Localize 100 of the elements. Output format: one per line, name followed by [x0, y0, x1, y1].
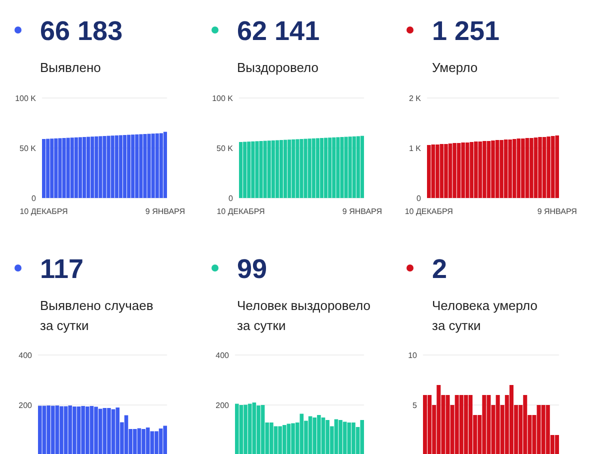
bar — [448, 144, 452, 198]
bar — [512, 139, 516, 198]
y-tick-label: 400 — [216, 351, 230, 360]
bar — [347, 422, 352, 454]
bar — [50, 406, 55, 454]
bar — [135, 134, 139, 198]
bar — [340, 137, 344, 198]
bar — [300, 414, 304, 454]
y-tick-label: 2 K — [408, 94, 422, 103]
bar — [555, 135, 559, 198]
bar — [111, 409, 116, 454]
y-tick-label: 1 K — [408, 144, 422, 153]
bar — [158, 428, 163, 454]
bar — [131, 134, 135, 198]
bar — [106, 136, 110, 198]
bar — [525, 138, 530, 198]
bar — [46, 138, 50, 198]
bar — [155, 133, 159, 198]
bar — [267, 140, 271, 198]
bar — [127, 134, 131, 198]
bar — [90, 406, 94, 454]
bar — [500, 140, 504, 198]
bar — [163, 132, 167, 198]
bar — [42, 139, 46, 198]
y-tick-label: 200 — [216, 401, 230, 410]
bar — [352, 136, 356, 198]
chart-title: 117 — [40, 254, 84, 284]
bar — [308, 416, 312, 454]
chart-title: 99 — [237, 254, 268, 284]
bar — [248, 404, 252, 454]
chart-subtitle: Умерло — [432, 60, 478, 75]
bar — [274, 426, 278, 454]
bar — [360, 136, 364, 198]
bar — [440, 144, 444, 198]
y-tick-label: 200 — [18, 401, 33, 410]
bar — [90, 136, 94, 198]
bar — [78, 137, 82, 198]
bar — [546, 136, 550, 198]
bar — [320, 138, 324, 198]
bar — [142, 429, 146, 454]
bar — [550, 136, 555, 198]
bar — [491, 140, 495, 198]
bar — [292, 139, 296, 198]
bar — [60, 406, 64, 454]
bar — [163, 426, 167, 454]
bar — [452, 143, 456, 198]
y-tick-label: 100 K — [15, 94, 37, 103]
bar — [521, 138, 525, 198]
chart-subtitle: Выявлено — [40, 60, 101, 75]
bar — [68, 406, 72, 454]
bar — [316, 138, 320, 198]
bar — [444, 144, 448, 198]
x-tick-label: 9 ЯНВАРЯ — [342, 207, 382, 216]
x-tick-label: 10 ДЕКАБРЯ — [216, 207, 266, 216]
bar — [542, 137, 546, 198]
bar — [328, 138, 332, 198]
bar — [247, 142, 251, 198]
bar — [360, 420, 364, 454]
bar — [356, 136, 360, 198]
bar — [516, 138, 521, 198]
bar — [286, 424, 291, 454]
x-tick-label: 10 ДЕКАБРЯ — [20, 207, 68, 216]
bar — [279, 140, 284, 198]
bar — [482, 141, 486, 198]
chart-subtitle: Человек выздоровело за сутки — [237, 298, 370, 333]
bar — [243, 142, 247, 198]
x-tick-label: 9 ЯНВАРЯ — [537, 207, 578, 216]
x-tick-label: 9 ЯНВАРЯ — [145, 207, 186, 216]
bar — [334, 419, 338, 454]
bar — [137, 428, 142, 454]
bar — [150, 431, 154, 454]
chart-title: 62 141 — [237, 16, 320, 46]
y-tick-label: 100 K — [212, 94, 234, 103]
bar — [256, 406, 260, 454]
bar — [312, 418, 317, 454]
bar — [76, 406, 81, 454]
bar — [348, 136, 352, 198]
bar — [259, 141, 263, 198]
bar — [38, 406, 42, 454]
y-tick-label: 5 — [412, 401, 418, 410]
bar — [54, 138, 58, 198]
bar — [110, 136, 114, 198]
bar — [147, 134, 151, 198]
bar — [239, 142, 243, 198]
bar — [263, 140, 267, 198]
bar — [260, 405, 265, 454]
y-tick-label: 0 — [416, 194, 422, 203]
bar — [342, 422, 347, 454]
chart-subtitle: Человека умерло за сутки — [432, 298, 538, 333]
y-tick-label: 10 — [408, 351, 418, 360]
bar — [159, 133, 163, 198]
bar — [98, 408, 102, 454]
bar — [486, 141, 491, 198]
chart-subtitle: Выявлено случаев за сутки — [40, 298, 154, 333]
bar — [312, 138, 316, 198]
bar — [431, 144, 436, 198]
y-tick-label: 0 — [228, 194, 234, 203]
bar — [235, 404, 239, 454]
bar — [85, 406, 90, 454]
bar — [122, 135, 127, 198]
